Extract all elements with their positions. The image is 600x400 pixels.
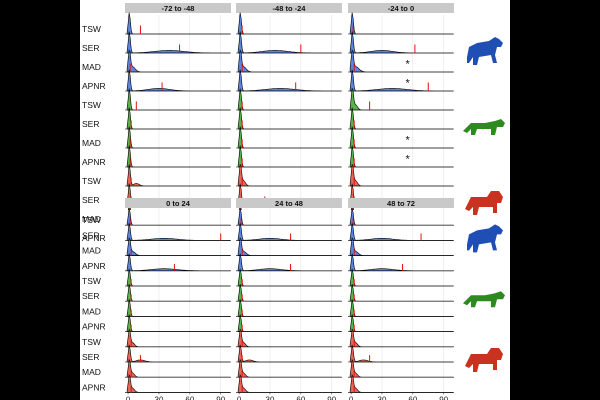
row-label: SER [82, 43, 99, 53]
row-label: TSW [82, 24, 101, 34]
row-label: MAD [82, 138, 101, 148]
row-label: APNR [82, 382, 106, 392]
row-label: TSW [82, 276, 101, 286]
ridgeline-figure: TSW SER MAD APNR TSW SER MAD APNR TSW SER MAD APNR -… [82, 3, 505, 400]
row-label: SER [82, 195, 99, 205]
panel-title: -48 to -24 [273, 4, 307, 13]
x-tick-label: 60 [296, 395, 305, 400]
x-tick-label: 0 [237, 395, 242, 400]
leopard-silhouette-icon [463, 119, 505, 135]
panel-title: 24 to 48 [275, 199, 303, 208]
row-label: MAD [82, 246, 101, 256]
panel-header [236, 3, 342, 13]
row-label: SER [82, 230, 99, 240]
significance-marker: * [406, 58, 411, 70]
panel-header [348, 3, 454, 13]
x-tick-label: 60 [408, 395, 417, 400]
hyena-silhouette-icon [467, 224, 503, 253]
panel-header [125, 198, 231, 208]
row-label: MAD [82, 62, 101, 72]
panel-title: -72 to -48 [162, 4, 195, 13]
row-label: MAD [82, 367, 101, 377]
row-label: TSW [82, 215, 101, 225]
row-label: SER [82, 291, 99, 301]
panel-title: -24 to 0 [388, 4, 414, 13]
lion-silhouette-icon [465, 348, 503, 372]
x-tick-label: 90 [216, 395, 225, 400]
row-label: TSW [82, 337, 101, 347]
panel-header [125, 3, 231, 13]
significance-marker: * [406, 77, 411, 89]
row-label: APNR [82, 233, 106, 243]
row-label: SER [82, 119, 99, 129]
x-tick-label: 30 [155, 395, 164, 400]
row-label: APNR [82, 322, 106, 332]
x-tick-label: 0 [126, 395, 131, 400]
row-label: SER [82, 352, 99, 362]
x-tick-label: 60 [185, 395, 194, 400]
x-tick-label: 30 [378, 395, 387, 400]
row-label: TSW [82, 176, 101, 186]
panel-header [348, 198, 454, 208]
x-tick-label: 90 [439, 395, 448, 400]
significance-marker: * [406, 134, 411, 146]
row-label: TSW [82, 100, 101, 110]
x-tick-label: 90 [327, 395, 336, 400]
panel-title: 48 to 72 [387, 199, 415, 208]
leopard-silhouette-icon [463, 291, 505, 308]
significance-marker: * [406, 153, 411, 165]
figure-canvas: TSW SER MAD APNR TSW SER MAD APNR TSW SER MAD APNR -… [80, 0, 510, 400]
row-label: MAD [82, 306, 101, 316]
panel-header [236, 198, 342, 208]
row-label: APNR [82, 81, 106, 91]
x-tick-label: 30 [266, 395, 275, 400]
hyena-silhouette-icon [467, 37, 503, 65]
row-label: APNR [82, 261, 106, 271]
x-tick-label: 0 [349, 395, 354, 400]
row-label: MAD [82, 214, 101, 224]
lion-silhouette-icon [465, 191, 503, 215]
panel-title: 0 to 24 [166, 199, 191, 208]
row-label: APNR [82, 157, 106, 167]
